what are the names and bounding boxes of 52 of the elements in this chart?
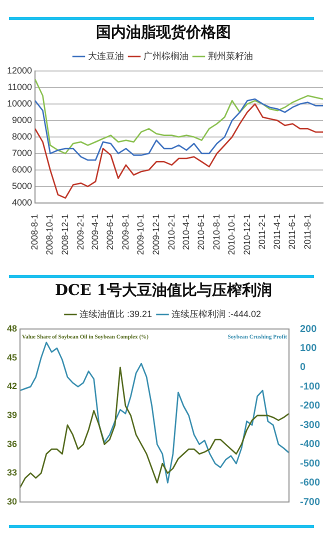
chart-title: 国内油脂现货价格图 (96, 22, 231, 41)
y2-tick-label: -400 (300, 439, 320, 450)
x-tick-label: 2010-4-1 (180, 214, 191, 250)
x-tick-label: 2010-8-1 (211, 214, 222, 250)
y-tick-label: 5000 (12, 180, 32, 191)
y-tick-label: 7000 (12, 148, 32, 158)
y-tick-label: 10000 (6, 98, 32, 108)
x-tick-label: 2010-12-1 (242, 214, 252, 256)
y2-tick-label: -700 (300, 496, 320, 508)
x-tick-label: 2011-8-1 (302, 214, 312, 250)
x-tick-label: 2009-4-1 (90, 214, 100, 250)
y-tick-label: 30 (6, 496, 18, 506)
legend-label: 大连豆油 (88, 50, 124, 61)
x-tick-label: 2008-8-1 (30, 214, 40, 250)
x-tick-label: 2008-10-1 (44, 214, 55, 256)
y2-tick-label: -300 (300, 420, 320, 431)
x-tick-label: 2009-6-1 (105, 214, 116, 250)
x-tick-label: 2011-2-1 (257, 214, 268, 250)
y-tick-label: 8000 (12, 131, 32, 142)
x-tick-label: 2011-4-1 (272, 214, 282, 250)
x-tick-label: 2010-6-1 (196, 214, 206, 250)
legend-label: 连续油值比 :39.21 (79, 308, 152, 319)
legend-label: 荆州菜籽油 (208, 50, 253, 61)
y2-tick-label: 200 (300, 324, 318, 335)
y2-tick-label: -500 (300, 458, 320, 470)
x-tick-label: 2010-10-1 (226, 214, 237, 256)
chart-title: DCE 1号大豆油值比与压榨利润 (54, 280, 272, 299)
y-tick-label: 33 (6, 468, 18, 478)
y-tick-label: 6000 (12, 164, 32, 174)
x-tick-label: 2009-10-1 (136, 214, 146, 256)
y-tick-label: 9000 (12, 114, 32, 125)
legend-label: 连续压榨利润 :-444.02 (172, 308, 262, 319)
y-tick-label: 11000 (8, 82, 32, 92)
y2-tick-label: 0 (300, 362, 306, 374)
y2-tick-label: 100 (300, 342, 318, 354)
x-tick-label: 2009-8-1 (120, 214, 130, 250)
y-tick-label: 45 (6, 352, 18, 362)
x-tick-label: 2011-6-1 (287, 214, 298, 250)
x-tick-label: 2008-12-1 (60, 214, 70, 256)
y-tick-label: 42 (6, 381, 18, 392)
y-tick-label: 48 (6, 323, 18, 334)
y-tick-label: 39 (6, 410, 18, 420)
y-tick-label: 12000 (6, 65, 32, 76)
legend-label: 广州棕榈油 (143, 50, 188, 61)
x-tick-label: 2009-12-1 (150, 214, 161, 256)
y2-tick-label: -100 (300, 381, 320, 392)
y-tick-label: 36 (6, 438, 18, 449)
y2-tick-label: -600 (300, 478, 320, 489)
y2-tick-label: -200 (300, 400, 320, 412)
x-tick-label: 2010-2-1 (166, 214, 176, 250)
y-tick-label: 4000 (12, 197, 32, 208)
x-tick-label: 2009-2-1 (75, 214, 86, 250)
